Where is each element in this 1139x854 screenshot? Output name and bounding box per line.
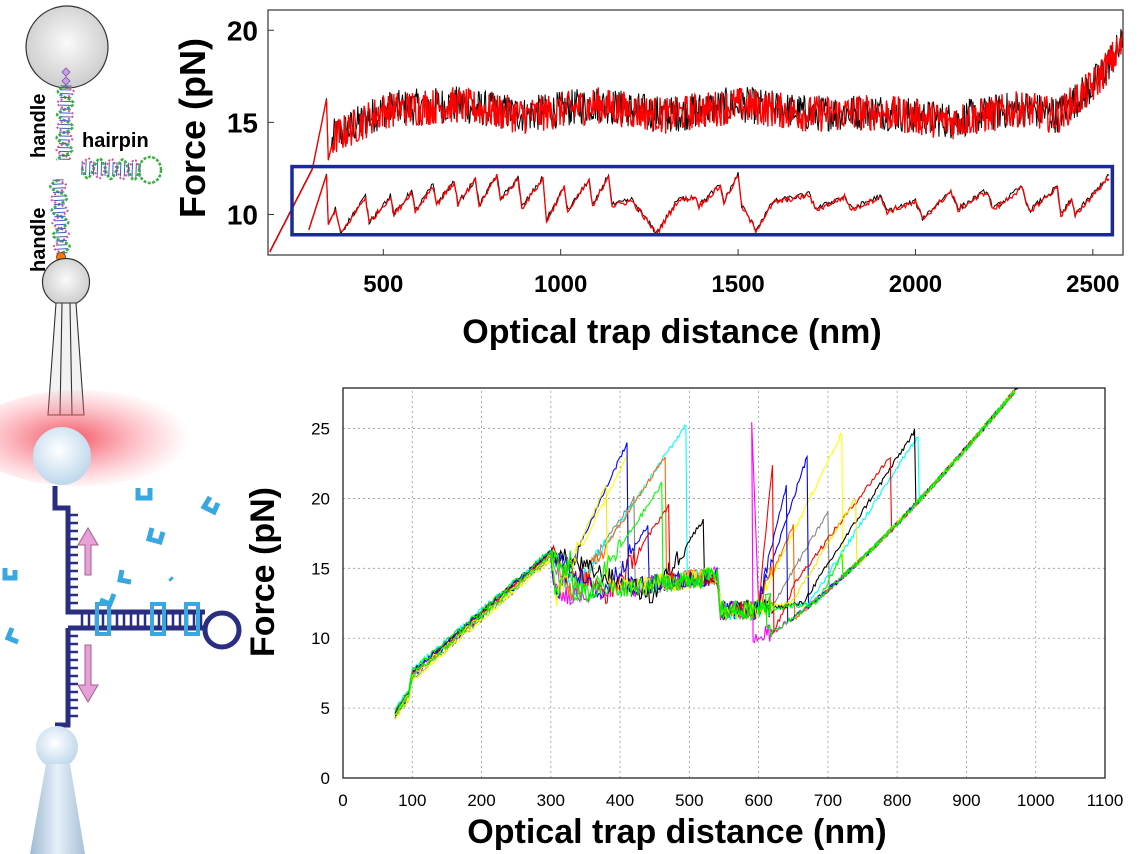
pipette-bead-icon — [36, 726, 78, 768]
trace-blue-2 — [394, 390, 1015, 711]
dna-helix-icon — [48, 84, 163, 255]
trap-bead-icon — [33, 427, 91, 485]
micropipette-icon — [30, 764, 85, 854]
trace-cyan — [394, 388, 1016, 709]
top-chart-x-axis-label: Optical trap distance (nm) — [462, 313, 881, 351]
digoxigenin-linker-icon — [61, 67, 71, 86]
top-x-tick-label: 2500 — [1066, 271, 1119, 298]
handle-label-lower: handle — [28, 208, 50, 272]
bottom-x-tick-label: 500 — [675, 791, 703, 810]
bottom-y-tick-label: 20 — [311, 489, 330, 508]
laser-beam-icon — [0, 390, 190, 486]
bottom-chart: 0 100 200 300 400 500 600 700 800 900 1000 1100 0 5 10… — [244, 387, 1123, 851]
trace-black — [394, 387, 1019, 714]
bottom-y-tick-label: 0 — [321, 769, 330, 788]
top-chart-y-axis-label: Force (pN) — [172, 38, 213, 218]
bottom-x-tick-label: 100 — [398, 791, 426, 810]
bottom-chart-ticks: 0 100 200 300 400 500 600 700 800 900 1000 1100 0 5 10… — [311, 420, 1123, 810]
trace-magenta — [394, 387, 1021, 715]
bottom-y-tick-label: 15 — [311, 559, 330, 578]
top-trace-plateau-black — [269, 29, 1123, 252]
top-chart-ticks: 500 1000 1500 2000 2500 10 15 20 — [227, 15, 1120, 298]
sawtooth-highlight-box — [290, 164, 1115, 237]
handle-label-upper: handle — [28, 94, 50, 158]
bottom-x-tick-label: 600 — [744, 791, 772, 810]
arrow-up-icon — [77, 527, 99, 576]
bottom-chart-y-axis-label: Force (pN) — [244, 487, 282, 657]
bottom-y-tick-label: 25 — [311, 420, 330, 439]
trap-bead-icon — [25, 5, 109, 89]
bottom-x-tick-label: 200 — [467, 791, 495, 810]
bottom-chart-traces — [394, 387, 1021, 721]
top-x-tick-label: 2000 — [889, 271, 942, 298]
top-trace-sawtooth-red — [308, 173, 1110, 237]
hairpin-construct-illustration: handle handle hairpin — [25, 5, 163, 416]
trace-gray — [394, 390, 1016, 719]
top-y-tick-label: 10 — [227, 199, 258, 230]
top-y-tick-label: 15 — [227, 107, 258, 138]
trace-red — [395, 389, 1016, 712]
top-x-tick-label: 1500 — [711, 271, 764, 298]
base-pair-ticks — [68, 513, 203, 718]
bottom-x-tick-label: 800 — [883, 791, 911, 810]
bottom-x-tick-label: 700 — [814, 791, 842, 810]
top-chart: 500 1000 1500 2000 2500 10 15 20 Force (pN) Opt… — [172, 9, 1124, 351]
bottom-y-tick-label: 5 — [321, 699, 330, 718]
optical-tweezers-illustration — [0, 390, 242, 854]
bottom-y-tick-label: 10 — [311, 629, 330, 648]
top-x-tick-label: 1000 — [534, 271, 587, 298]
arrow-down-icon — [77, 644, 99, 703]
bottom-chart-x-axis-label: Optical trap distance (nm) — [467, 813, 886, 851]
trace-orange — [394, 389, 1016, 714]
trace-yellow — [394, 391, 1016, 721]
bottom-x-tick-label: 900 — [952, 791, 980, 810]
trace-green — [394, 392, 1016, 716]
trace-yellow-2 — [394, 390, 1016, 716]
ligand-molecules-icon — [2, 488, 221, 645]
hairpin-label: hairpin — [82, 130, 149, 152]
hairpin-loop-icon — [202, 610, 242, 650]
bottom-chart-plot-frame — [342, 387, 1106, 779]
top-chart-traces — [269, 29, 1123, 253]
top-trace-plateau-red — [269, 31, 1123, 253]
trace-green-2 — [394, 389, 1016, 712]
bottom-x-tick-label: 300 — [537, 791, 565, 810]
bottom-x-tick-label: 0 — [338, 791, 347, 810]
bottom-chart-grid — [343, 388, 1105, 778]
top-x-tick-label: 500 — [363, 271, 403, 298]
bottom-x-tick-label: 1100 — [1087, 791, 1124, 810]
trace-blue — [394, 389, 1016, 717]
top-y-tick-label: 20 — [227, 15, 258, 46]
bottom-x-tick-label: 400 — [606, 791, 634, 810]
top-trace-sawtooth-black — [308, 171, 1110, 236]
bottom-x-tick-label: 1000 — [1017, 791, 1055, 810]
top-chart-plot-frame — [267, 9, 1124, 256]
